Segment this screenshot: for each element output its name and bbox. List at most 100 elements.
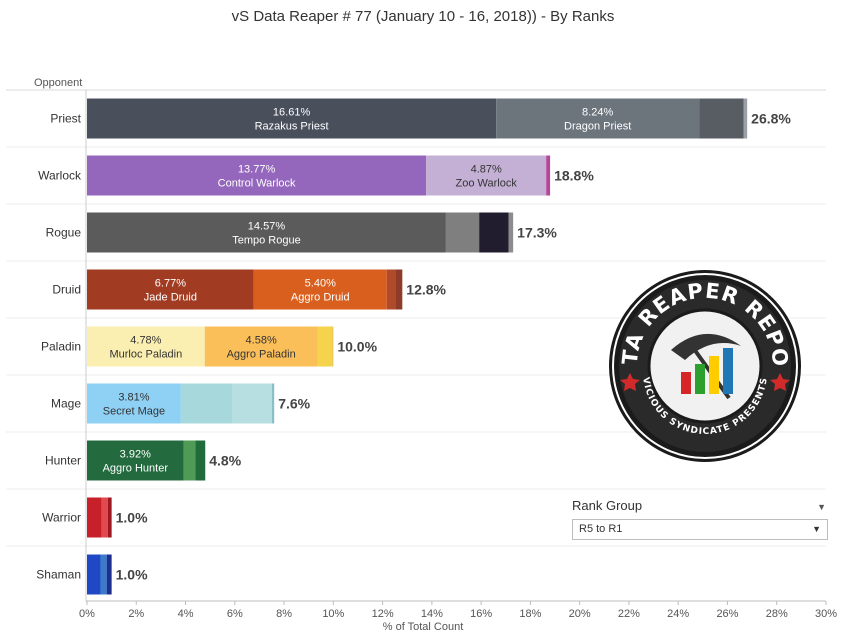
x-tick-label: 26%	[716, 608, 738, 620]
bar-segment-paladin-4	[332, 326, 334, 367]
segment-archetype-label: Murloc Paladin	[109, 349, 182, 361]
bar-segment-mage-4	[271, 383, 275, 424]
bar-segment-shaman-1	[87, 554, 101, 595]
total-label-hunter: 4.8%	[209, 453, 241, 469]
x-tick-label: 30%	[815, 608, 837, 620]
segment-percent-label: 6.77%	[155, 278, 186, 290]
bar-segment-warlock-1	[87, 155, 427, 196]
rank-group-select[interactable]: R5 to R1 ▼	[572, 519, 828, 540]
bar-segment-rogue-1	[87, 212, 446, 253]
segment-archetype-label: Aggro Paladin	[227, 349, 296, 361]
opponent-column-header: Opponent	[34, 77, 83, 89]
bar-segment-rogue-3	[479, 212, 509, 253]
x-tick-label: 24%	[667, 608, 689, 620]
x-tick-label: 10%	[322, 608, 344, 620]
x-tick-label: 12%	[372, 608, 394, 620]
class-label-warlock: Warlock	[38, 169, 82, 183]
right-star-icon	[770, 373, 790, 391]
total-label-druid: 12.8%	[406, 282, 446, 298]
x-axis-label: % of Total Count	[382, 621, 464, 633]
segment-percent-label: 3.81%	[118, 392, 149, 404]
segment-percent-label: 13.77%	[238, 164, 276, 176]
class-label-shaman: Shaman	[36, 568, 81, 582]
bar-segment-druid-2	[253, 269, 387, 310]
bar-segment-hunter-1	[87, 440, 184, 481]
segment-percent-label: 8.24%	[582, 107, 613, 119]
x-tick-label: 4%	[178, 608, 194, 620]
segment-archetype-label: Razakus Priest	[255, 121, 329, 133]
x-tick-label: 22%	[618, 608, 640, 620]
class-label-mage: Mage	[51, 397, 81, 411]
caret-down-icon[interactable]: ▼	[817, 502, 826, 512]
bar-segment-rogue-2	[445, 212, 480, 253]
x-tick-label: 0%	[79, 608, 95, 620]
x-tick-label: 18%	[519, 608, 541, 620]
segment-percent-label: 5.40%	[305, 278, 336, 290]
rank-group-filter: Rank Group ▼ R5 to R1 ▼	[572, 498, 828, 540]
bar-segment-warrior-3	[107, 497, 112, 538]
segment-percent-label: 4.87%	[471, 164, 502, 176]
bar-segment-warrior-2	[101, 497, 108, 538]
segment-archetype-label: Jade Druid	[144, 292, 197, 304]
segment-percent-label: 4.58%	[246, 335, 277, 347]
x-tick-label: 28%	[766, 608, 788, 620]
x-tick-label: 20%	[569, 608, 591, 620]
class-label-priest: Priest	[50, 112, 81, 126]
bar-segment-priest-4	[743, 98, 748, 139]
total-label-paladin: 10.0%	[337, 339, 377, 355]
bar-segment-priest-1	[87, 98, 497, 139]
data-reaper-report-logo: DATA REAPER REPORT VICIOUS SYNDICATE PRE…	[607, 268, 801, 462]
total-label-priest: 26.8%	[751, 111, 791, 127]
total-label-warrior: 1.0%	[116, 510, 148, 526]
bar-segment-mage-1	[87, 383, 181, 424]
bar-segment-druid-1	[87, 269, 254, 310]
bar-segment-warlock-3	[546, 155, 551, 196]
bar-segment-paladin-3	[317, 326, 333, 367]
bar-segment-warrior-1	[87, 497, 102, 538]
bar-graph-icon	[681, 348, 733, 394]
bar-segment-mage-3	[232, 383, 272, 424]
bar-segment-shaman-3	[106, 554, 112, 595]
bar-segment-mage-2	[180, 383, 233, 424]
bar-segment-priest-3	[699, 98, 744, 139]
class-label-druid: Druid	[52, 283, 81, 297]
segment-archetype-label: Dragon Priest	[564, 121, 631, 133]
segment-archetype-label: Zoo Warlock	[456, 178, 518, 190]
bar-segment-warlock-2	[426, 155, 547, 196]
bar-segment-priest-2	[496, 98, 700, 139]
bar-segment-hunter-2	[183, 440, 196, 481]
class-label-paladin: Paladin	[41, 340, 81, 354]
chevron-down-icon: ▼	[812, 524, 821, 534]
rank-group-selected-value: R5 to R1	[579, 523, 623, 535]
total-label-rogue: 17.3%	[517, 225, 557, 241]
x-tick-label: 14%	[421, 608, 443, 620]
segment-archetype-label: Aggro Hunter	[103, 463, 169, 475]
x-tick-label: 2%	[128, 608, 144, 620]
bar-segment-druid-4	[395, 269, 403, 310]
class-label-rogue: Rogue	[46, 226, 82, 240]
total-label-shaman: 1.0%	[116, 567, 148, 583]
segment-archetype-label: Tempo Rogue	[232, 235, 301, 247]
bar-segment-rogue-4	[508, 212, 514, 253]
x-tick-label: 6%	[227, 608, 243, 620]
total-label-mage: 7.6%	[278, 396, 310, 412]
bar-segment-paladin-1	[87, 326, 205, 367]
bar-segment-druid-3	[386, 269, 396, 310]
segment-percent-label: 14.57%	[248, 221, 286, 233]
bar-segment-hunter-3	[195, 440, 206, 481]
bar-segment-paladin-2	[204, 326, 318, 367]
segment-archetype-label: Control Warlock	[218, 178, 296, 190]
segment-percent-label: 4.78%	[130, 335, 161, 347]
total-label-warlock: 18.8%	[554, 168, 594, 184]
left-star-icon	[620, 373, 640, 391]
bar-segment-shaman-2	[100, 554, 107, 595]
segment-percent-label: 16.61%	[273, 107, 311, 119]
class-label-hunter: Hunter	[45, 454, 81, 468]
chart-title: vS Data Reaper # 77 (January 10 - 16, 20…	[231, 8, 615, 25]
segment-archetype-label: Secret Mage	[103, 406, 165, 418]
x-tick-label: 8%	[276, 608, 292, 620]
segment-archetype-label: Aggro Druid	[291, 292, 350, 304]
rank-group-label: Rank Group	[572, 498, 643, 513]
class-label-warrior: Warrior	[42, 511, 81, 525]
